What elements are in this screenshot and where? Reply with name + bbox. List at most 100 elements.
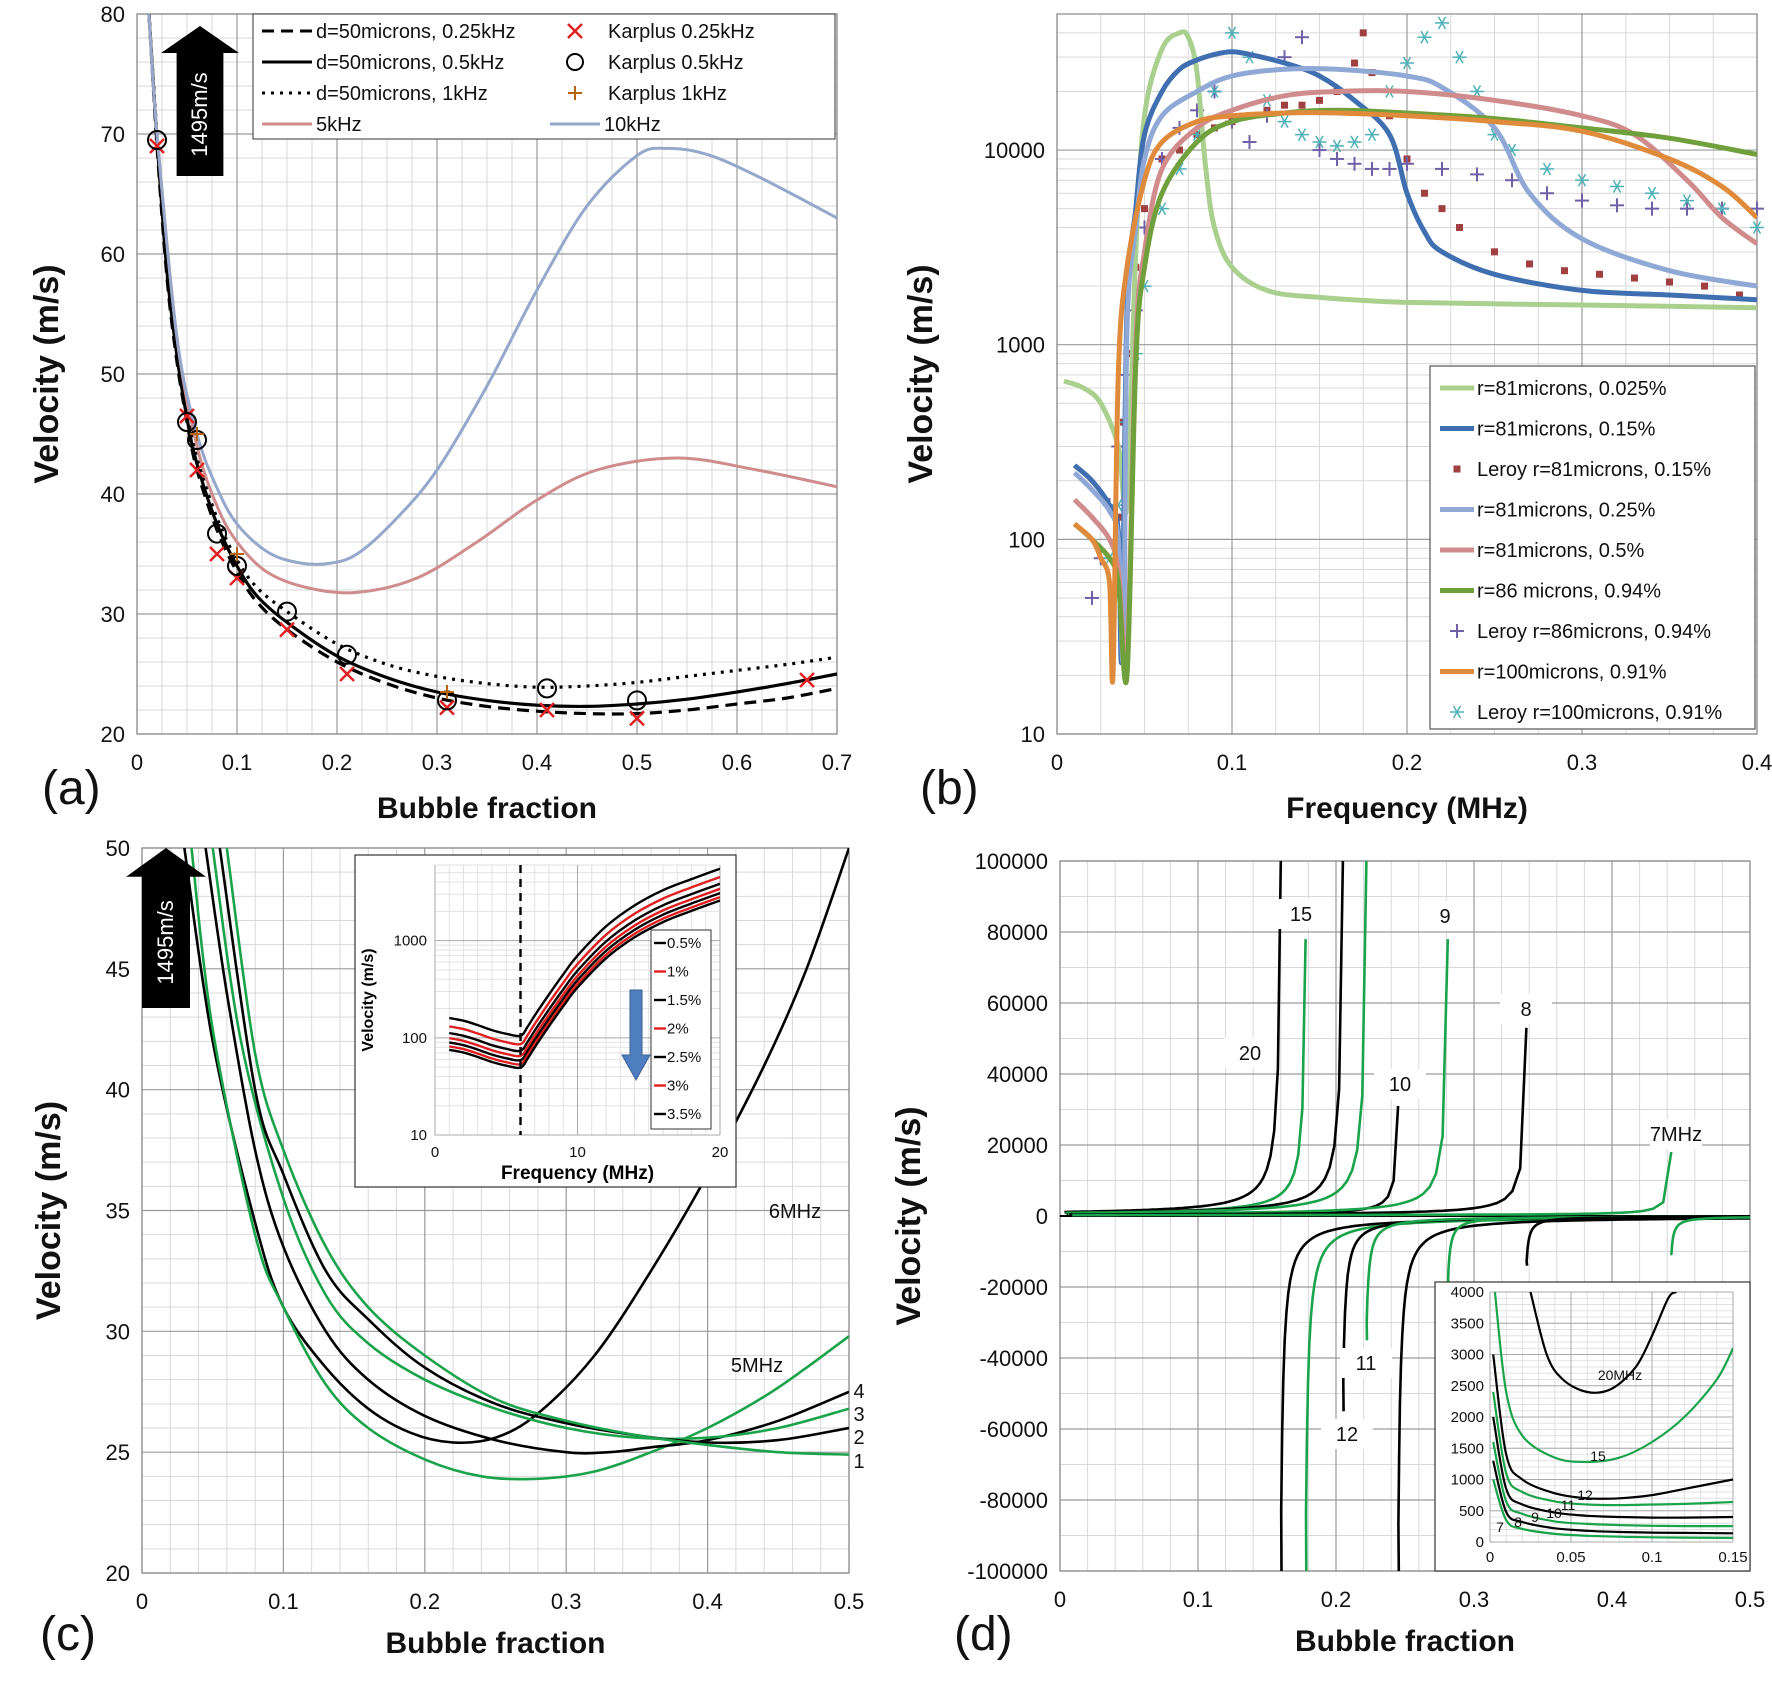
inset-x-tick: 0.05 bbox=[1556, 1549, 1585, 1566]
series-line bbox=[190, 848, 849, 1481]
series-line bbox=[147, 14, 837, 709]
data-point bbox=[1281, 101, 1288, 109]
legend-label: 2.5% bbox=[667, 1049, 701, 1066]
x-tick-label: 0.7 bbox=[822, 750, 853, 775]
x-tick-label: 0.4 bbox=[1597, 1587, 1628, 1612]
x-tick-label: 0.1 bbox=[222, 750, 253, 775]
x-tick-label: 0.1 bbox=[268, 1589, 299, 1614]
x-tick-label: 0.3 bbox=[1459, 1587, 1490, 1612]
legend-label: r=81microns, 0.25% bbox=[1477, 500, 1656, 522]
resonance-branch bbox=[1066, 1105, 1400, 1216]
resonance-branch bbox=[1064, 939, 1307, 1215]
inset-curve-label: 7 bbox=[1496, 1519, 1504, 1535]
inset-legend: 0.5% 1% 1.5% 2% 2.5% 3% 3.5% bbox=[650, 929, 712, 1130]
data-point bbox=[1437, 16, 1447, 30]
legend-label: Leroy r=81microns, 0.15% bbox=[1477, 459, 1711, 481]
x-tick-label: 0.2 bbox=[1321, 1587, 1352, 1612]
y-tick-label: -20000 bbox=[979, 1275, 1048, 1300]
data-point bbox=[1297, 128, 1307, 142]
data-point bbox=[1561, 267, 1568, 275]
data-point bbox=[1736, 291, 1743, 299]
inset-curve-label: 12 bbox=[1577, 1487, 1593, 1503]
data-point bbox=[279, 621, 295, 638]
x-tick-label: 0.3 bbox=[1567, 750, 1598, 775]
data-point bbox=[539, 702, 555, 718]
x-axis-label: Bubble fraction bbox=[1295, 1625, 1515, 1658]
y-axis-label: Velocity (m/s) bbox=[890, 1106, 928, 1325]
x-tick-label: 0 bbox=[1054, 1587, 1066, 1612]
x-tick-label: 0.6 bbox=[722, 750, 753, 775]
y-axis-label: Velocity (m/s) bbox=[902, 264, 940, 483]
data-point bbox=[1455, 50, 1464, 64]
data-point bbox=[209, 546, 225, 562]
resonance-label: 20 bbox=[1239, 1043, 1261, 1065]
legend-b: r=81microns, 0.025% r=81microns, 0.15% Ler… bbox=[1429, 365, 1756, 730]
label-bg bbox=[1500, 994, 1552, 1024]
curve-label: 3 bbox=[853, 1404, 864, 1426]
resonance-branch bbox=[1525, 1215, 1750, 1266]
inset-y-tick: 500 bbox=[1459, 1503, 1484, 1520]
data-point bbox=[1350, 135, 1359, 149]
data-point bbox=[799, 672, 815, 688]
y-tick-label: -40000 bbox=[979, 1346, 1048, 1371]
series-line bbox=[225, 848, 849, 1456]
data-point bbox=[1453, 465, 1461, 473]
y-tick-label: 35 bbox=[106, 1199, 130, 1224]
inset-x-tick: 0.1 bbox=[1642, 1549, 1663, 1566]
legend-label: r=86 microns, 0.94% bbox=[1477, 581, 1661, 603]
y-tick-label: 80000 bbox=[987, 920, 1048, 945]
inset-curve-label: 8 bbox=[1514, 1514, 1522, 1530]
legend-label: 10kHz bbox=[604, 114, 661, 136]
y-tick-label: 45 bbox=[106, 957, 130, 982]
legend-label: r=81microns, 0.025% bbox=[1477, 378, 1667, 400]
panel-letter: (a) bbox=[42, 762, 101, 815]
data-point bbox=[1175, 162, 1184, 176]
inset-series-line bbox=[1492, 1391, 1733, 1507]
resonance-branch bbox=[1670, 1216, 1750, 1256]
y-tick-label: 30 bbox=[101, 602, 125, 627]
inset-y-tick: 10 bbox=[410, 1127, 427, 1144]
y-tick-label: 40 bbox=[106, 1078, 130, 1103]
panel-letter: (b) bbox=[920, 762, 979, 815]
data-point bbox=[1682, 194, 1692, 208]
arrow-label: 1495m/s bbox=[153, 900, 178, 984]
data-point bbox=[567, 23, 583, 39]
data-point bbox=[1157, 202, 1167, 216]
inset-y-label: Velocity (m/s) bbox=[360, 948, 377, 1051]
x-tick-label: 0.5 bbox=[1735, 1587, 1766, 1612]
y-tick-label: 100000 bbox=[975, 849, 1048, 874]
y-tick-label: 70 bbox=[101, 122, 125, 147]
resonance-branch bbox=[1064, 861, 1283, 1214]
legend-label: 1.5% bbox=[667, 992, 701, 1009]
x-tick-label: 0.5 bbox=[834, 1589, 865, 1614]
data-point bbox=[1315, 135, 1324, 149]
y-tick-label: 10000 bbox=[984, 138, 1045, 163]
label-bg bbox=[1374, 1069, 1426, 1099]
speed-arrow: 1495m/s bbox=[161, 26, 239, 176]
arrow-shape bbox=[126, 848, 206, 1008]
data-point bbox=[1298, 101, 1306, 109]
inset-series-line bbox=[1493, 1292, 1733, 1464]
inset-x-tick: 0 bbox=[1486, 1549, 1494, 1566]
data-point bbox=[1141, 205, 1148, 213]
inset-x-tick: 0.15 bbox=[1718, 1549, 1747, 1566]
label-bg bbox=[1321, 1419, 1373, 1449]
x-tick-label: 0.3 bbox=[551, 1589, 582, 1614]
y-tick-label: 10 bbox=[1021, 722, 1045, 747]
legend-label: Karplus 0.5kHz bbox=[608, 52, 744, 74]
legend-box bbox=[252, 13, 836, 140]
data-point bbox=[1192, 128, 1202, 142]
curve-label: 4 bbox=[853, 1381, 864, 1403]
inset-y-tick: 3500 bbox=[1451, 1315, 1484, 1332]
legend-label: 3.5% bbox=[667, 1106, 701, 1123]
inset-x-tick: 20 bbox=[712, 1144, 729, 1161]
data-point bbox=[337, 644, 357, 665]
legend-label: d=50microns, 0.5kHz bbox=[316, 52, 504, 74]
inset-series-line bbox=[1492, 1441, 1733, 1528]
y-tick-label: 50 bbox=[101, 362, 125, 387]
y-tick-label: 40 bbox=[101, 482, 125, 507]
inset-series-line bbox=[449, 899, 720, 1070]
y-tick-label: 60 bbox=[101, 242, 125, 267]
y-tick-label: -100000 bbox=[967, 1559, 1048, 1584]
